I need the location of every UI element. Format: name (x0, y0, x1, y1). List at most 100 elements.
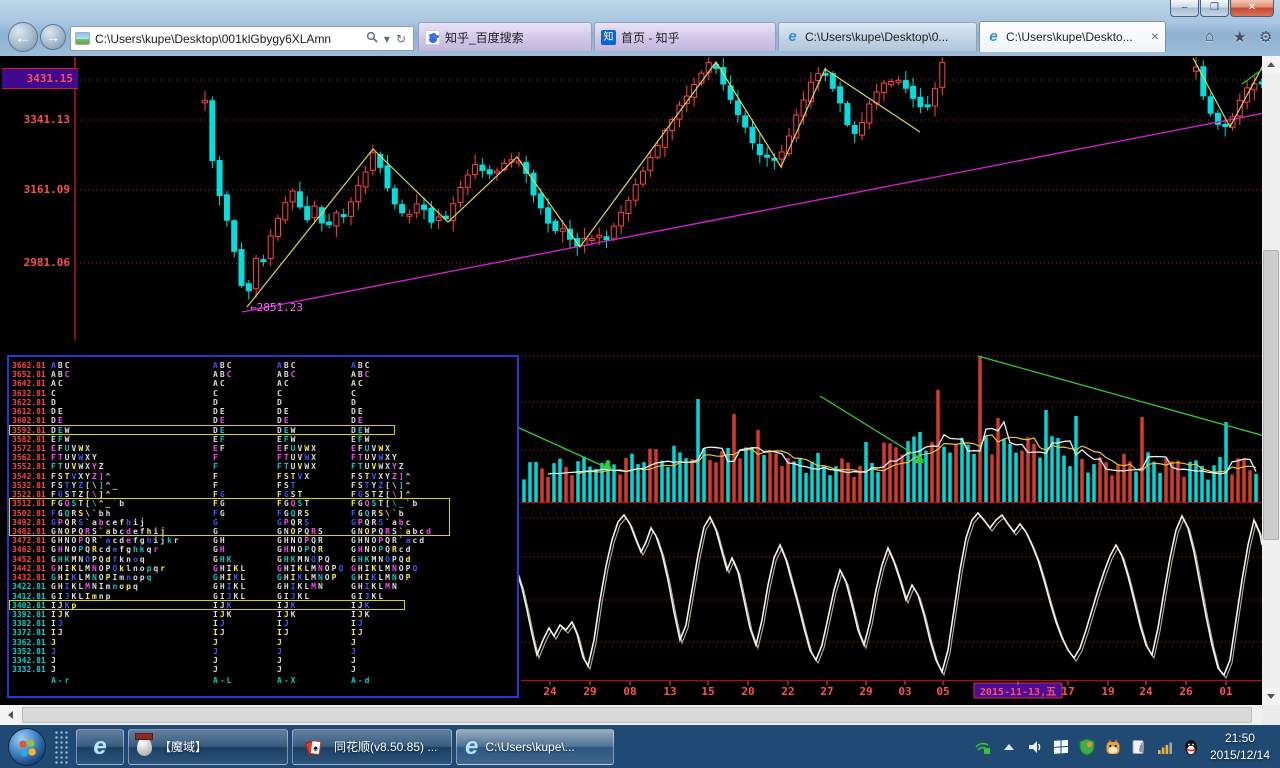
address-dropdown-icon[interactable]: ▾ (383, 31, 390, 46)
profile-tpo-letters: FGSTZ[\]^ (351, 490, 413, 500)
svg-text:2015-11-13,五: 2015-11-13,五 (980, 686, 1056, 698)
tab-zhihu-home[interactable]: 知 首页 - 知乎 (594, 22, 776, 51)
tab-desktop-file-1[interactable]: e C:\Users\kupe\Desktop\0... (778, 22, 977, 51)
profile-tpo-letters: J (213, 637, 220, 647)
profile-price: 3582.81 (12, 434, 46, 444)
svg-text:24: 24 (1139, 685, 1153, 698)
profile-tpo-letters: GHIKLMNOPQ (351, 563, 420, 573)
profile-tpo-letters: J (351, 646, 358, 656)
scroll-left-button[interactable] (0, 705, 20, 725)
profile-tpo-letters: F (213, 453, 220, 463)
profile-price: 3482.81 (12, 526, 46, 536)
pinned-ie-button[interactable]: e (76, 728, 124, 765)
profile-tpo-letters: DE (277, 416, 291, 426)
profile-tpo-letters: IJK (51, 609, 72, 619)
profile-tpo-letters: F (213, 471, 220, 481)
signal-bars-icon[interactable] (1156, 738, 1174, 756)
profile-price: 3392.81 (12, 609, 46, 619)
settings-gear-icon[interactable]: ⚙ (1259, 29, 1273, 46)
qq-penguin-icon[interactable] (1182, 738, 1200, 756)
profile-tpo-letters: IJ (213, 628, 227, 638)
refresh-icon[interactable]: ↻ (395, 31, 406, 46)
profile-range-label: A-d (351, 676, 372, 686)
security-shield-icon[interactable] (1078, 737, 1096, 756)
tab-zhihu-baidu-search[interactable]: 知乎_百度搜索 (418, 22, 592, 51)
profile-tpo-letters: EF (213, 443, 227, 453)
taskbar-button-tonghuashun[interactable]: ♠ 同花顺(v8.50.85) ... (292, 728, 452, 765)
home-icon[interactable]: ⌂ (1205, 28, 1215, 45)
profile-tpo-letters: DE (51, 407, 65, 417)
tab-desktop-file-2-active[interactable]: e C:\Users\kupe\Deskto... ✕ (979, 21, 1166, 52)
window-controls: – ❐ ✕ (1169, 0, 1274, 17)
profile-row: 3492.81 GPQRS`abcefhij G GPQRS GPQRS`abc (9, 518, 517, 528)
horizontal-scrollbar[interactable] (0, 705, 1262, 725)
taskbar-button-moyu[interactable]: 【魔域】 (128, 728, 288, 765)
vertical-scrollbar[interactable] (1262, 56, 1280, 705)
profile-tpo-letters: DE (277, 407, 291, 417)
close-button[interactable]: ✕ (1230, 0, 1274, 17)
profile-price: 3532.81 (12, 480, 46, 490)
profile-tpo-letters: DE (51, 416, 65, 426)
profile-price: 3652.81 (12, 370, 46, 380)
profile-price: 3592.81 (12, 425, 46, 435)
profile-price: 3512.81 (12, 499, 46, 509)
start-button[interactable] (8, 727, 46, 766)
navigation-bar: ← → C:\Users\kupe\Desktop\001klGbygy6XLA… (0, 20, 1280, 56)
profile-tpo-letters: IJK (277, 609, 298, 619)
scrollbar-corner (1262, 705, 1280, 725)
tab-label: C:\Users\kupe\Desktop\0... (805, 30, 949, 44)
profile-tpo-letters: GPQRS (277, 517, 312, 527)
profile-tpo-letters: FTUVWX (277, 453, 318, 463)
price-label: 3341.13 (23, 113, 70, 126)
profile-row: 3402.81 IJKp IJK IJK IJK (9, 601, 517, 611)
address-bar[interactable]: C:\Users\kupe\Desktop\001klGbygy6XLAmn ▾… (70, 26, 414, 51)
profile-tpo-letters: GHNOPQR (277, 536, 325, 546)
tab-close-icon[interactable]: ✕ (1150, 31, 1159, 43)
restore-button[interactable]: ❐ (1200, 0, 1229, 17)
search-icon[interactable] (366, 31, 378, 46)
profile-price: 3562.81 (12, 453, 46, 463)
profile-tpo-letters: J (277, 637, 284, 647)
profile-tpo-letters: DE (213, 425, 227, 435)
tray-expand-up-arrow-icon[interactable] (1000, 738, 1018, 756)
baidu-paw-icon (425, 29, 440, 45)
address-text[interactable]: C:\Users\kupe\Desktop\001klGbygy6XLAmn (95, 31, 332, 46)
windows-flag-tray-icon[interactable] (1052, 738, 1070, 756)
power-plug-icon[interactable] (1130, 738, 1148, 756)
profile-row: 3642.81 AC AC AC AC (9, 379, 517, 389)
profile-tpo-letters: AC (351, 379, 365, 389)
taskbar-button-ie-window[interactable]: e C:\Users\kupe\... (456, 728, 614, 765)
profile-tpo-letters: J (51, 646, 58, 656)
profile-tpo-letters: IJ (351, 628, 365, 638)
price-label: 3161.09 (23, 183, 70, 196)
profile-price: 3662.81 (12, 361, 46, 370)
horizontal-scroll-thumb[interactable] (22, 707, 1252, 723)
profile-tpo-letters: ABC (351, 361, 372, 370)
page-content-chart-image: ←2851.23 24 29 08 13 15 20 22 27 29 03 05 2015-11-13… (0, 56, 1280, 725)
pet-assistant-icon[interactable] (1104, 738, 1122, 756)
profile-tpo-letters: GHIKL (213, 582, 248, 592)
profile-row: 3582.81 EFW EF EFW EFW (9, 435, 517, 445)
forward-button[interactable]: → (40, 24, 66, 50)
wifi-icon[interactable] (974, 738, 992, 756)
favorites-star-icon[interactable]: ★ (1233, 29, 1247, 46)
scroll-down-button[interactable] (1262, 688, 1280, 705)
profile-tpo-letters: FGQST (277, 499, 312, 509)
profile-tpo-letters: GHIKLMNOP (277, 573, 339, 583)
profile-tpo-letters: FGQRS\`bh (51, 508, 113, 518)
taskbar-clock[interactable]: 21:50 2015/12/14 (1210, 730, 1270, 764)
profile-tpo-letters: C (277, 388, 284, 398)
scroll-up-button[interactable] (1262, 56, 1280, 73)
profile-row: 3382.81 IJ IJ IJ IJ (9, 619, 517, 629)
profile-tpo-letters: FSTVX (277, 471, 312, 481)
vertical-scroll-thumb[interactable] (1263, 250, 1279, 540)
back-button[interactable]: ← (8, 22, 38, 52)
minimize-button[interactable]: – (1170, 0, 1199, 17)
ths-cards-icon: ♠ (305, 739, 322, 755)
profile-row: 3622.81 D D D D (9, 398, 517, 408)
profile-tpo-letters: FSTYZ[\]^_ (51, 480, 120, 490)
profile-row: 3352.81 J J J J (9, 647, 517, 657)
profile-row: 3452.81 GHKMNOPQdfknoq GHK GHKMNOPQ GHKMNOPQ… (9, 555, 517, 565)
speaker-icon[interactable] (1026, 738, 1044, 756)
profile-tpo-letters: FG (213, 508, 227, 518)
